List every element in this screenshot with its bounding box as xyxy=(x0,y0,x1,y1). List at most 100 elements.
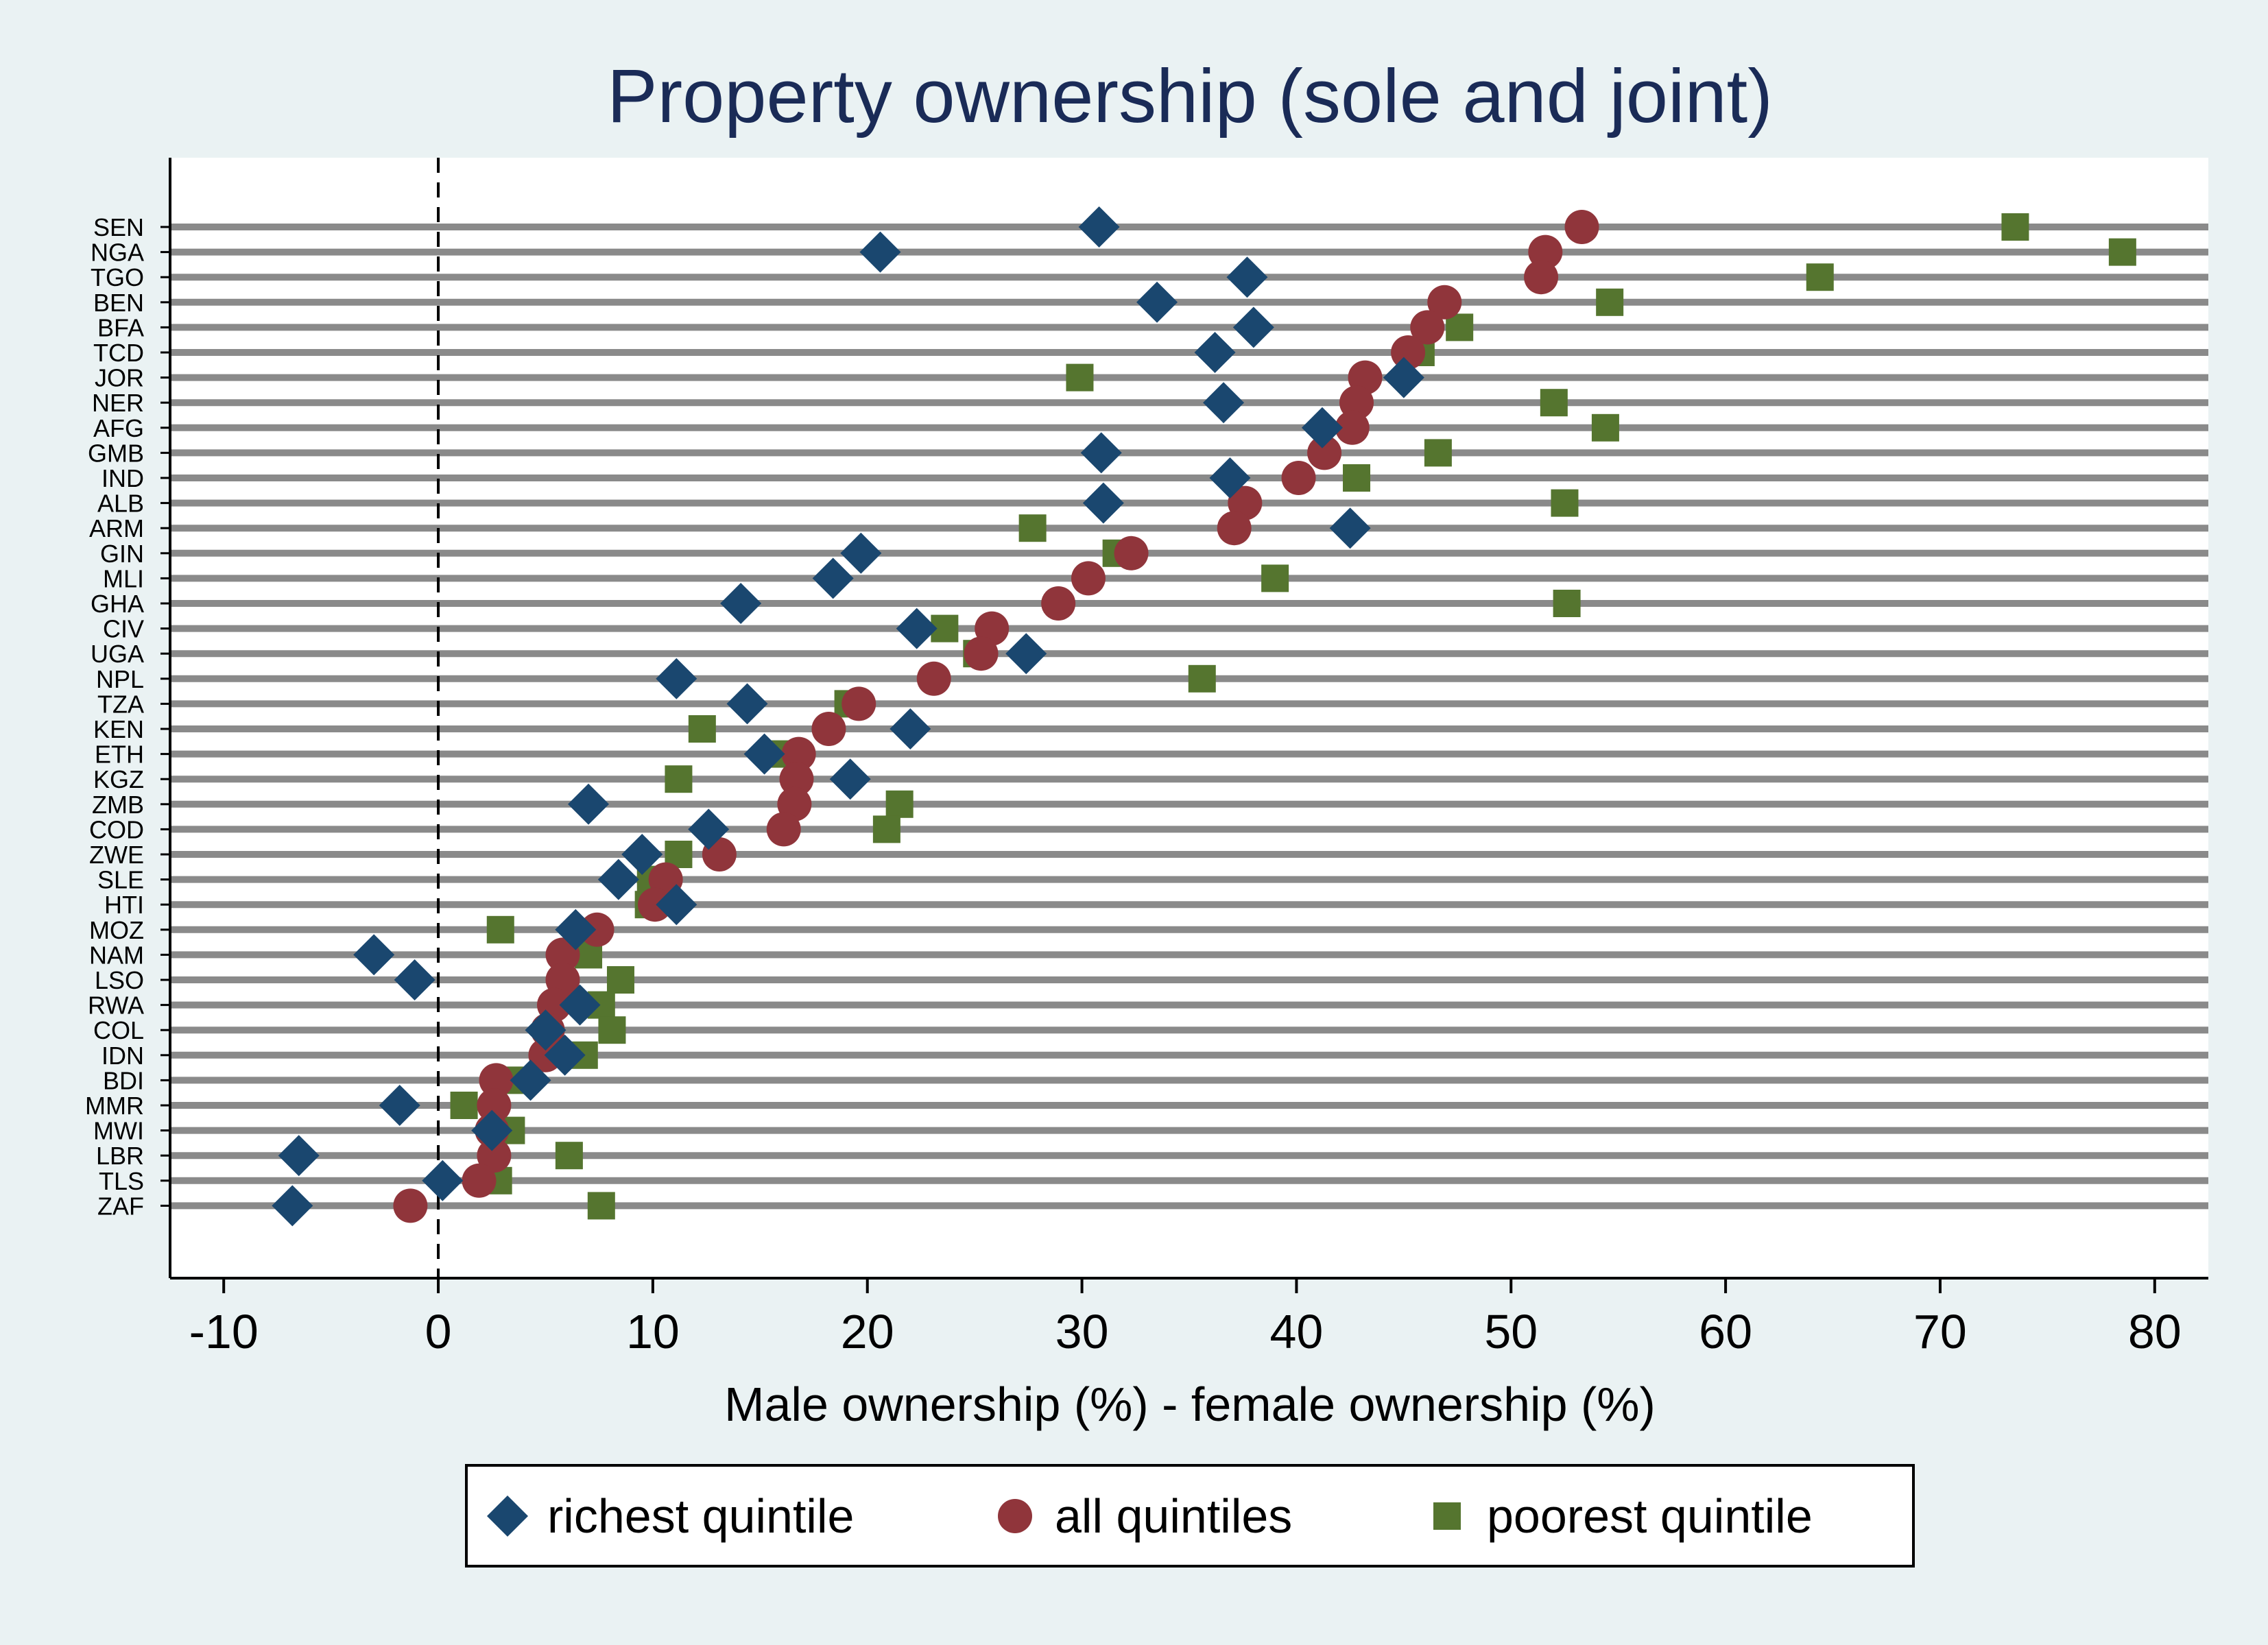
square-point xyxy=(665,765,693,793)
diamond-point xyxy=(890,708,931,749)
diamond-point xyxy=(568,783,610,825)
y-tick-label: MWI xyxy=(93,1117,144,1145)
diamond-point xyxy=(1203,382,1245,424)
chart-title: Property ownership (sole and joint) xyxy=(607,54,1773,139)
y-tick-label: TZA xyxy=(97,690,144,718)
diamond-point xyxy=(353,934,395,976)
square-point xyxy=(885,790,914,818)
square-point xyxy=(1540,389,1568,417)
y-tick-label: GMB xyxy=(88,439,144,467)
diamond-point xyxy=(1005,633,1047,675)
y-tick-label: RWA xyxy=(88,992,144,1020)
diamond-point xyxy=(743,733,785,775)
square-point xyxy=(587,1192,615,1220)
y-tick-label: NPL xyxy=(96,665,144,693)
y-tick-label: ARM xyxy=(89,514,144,542)
square-point xyxy=(2108,238,2136,266)
y-tick-label: COL xyxy=(93,1016,144,1044)
x-ticks: -10 0 10 20 30 40 50 60 70 80 xyxy=(189,1278,2182,1358)
diamond-point xyxy=(1383,357,1424,398)
diamond-point xyxy=(656,658,697,699)
diamond-point xyxy=(544,1034,586,1076)
diamond-point xyxy=(394,959,435,1000)
y-tick-label: TLS xyxy=(99,1167,144,1195)
y-tick-label: TCD xyxy=(93,339,144,367)
legend-diamond-marker xyxy=(487,1496,528,1537)
diamond-point xyxy=(278,1135,320,1177)
legend: richest quintile all quintiles poorest qui… xyxy=(465,1464,1915,1568)
legend-label: richest quintile xyxy=(547,1489,854,1543)
circle-point xyxy=(393,1188,428,1223)
circle-point xyxy=(1281,461,1316,495)
legend-label: poorest quintile xyxy=(1487,1489,1813,1543)
square-point xyxy=(688,715,716,743)
y-tick-label: ZMB xyxy=(92,791,144,819)
diamond-point xyxy=(1194,332,1236,373)
y-tick-label: LSO xyxy=(95,966,144,994)
square-point xyxy=(1066,363,1094,392)
y-tick-label: MOZ xyxy=(89,916,144,944)
square-point xyxy=(1018,514,1047,542)
circle-point xyxy=(1564,210,1599,244)
y-tick-label: JOR xyxy=(95,364,144,392)
circle-point xyxy=(766,812,801,847)
y-tick-label: AFG xyxy=(93,414,144,442)
diamond-point xyxy=(379,1085,420,1126)
circle-point xyxy=(1114,536,1149,571)
x-tick-label: 20 xyxy=(841,1305,894,1358)
legend-box xyxy=(465,1464,1915,1568)
circle-point xyxy=(779,762,814,797)
circle-point xyxy=(477,1138,512,1173)
diamond-point xyxy=(1078,206,1120,248)
diamond-point xyxy=(812,557,854,599)
y-tick-label: LBR xyxy=(96,1142,144,1170)
diamond-point xyxy=(555,909,597,950)
data-marks xyxy=(272,206,2136,1227)
circle-point xyxy=(1524,260,1559,295)
legend-circle-marker xyxy=(998,1499,1032,1533)
diamond-point xyxy=(840,532,882,574)
square-point xyxy=(606,966,634,994)
diamond-point xyxy=(597,858,639,900)
x-tick-label: 40 xyxy=(1269,1305,1323,1358)
square-point xyxy=(486,915,514,944)
square-point xyxy=(1188,664,1216,693)
diamond-point xyxy=(726,683,768,725)
y-tick-label: BFA xyxy=(97,313,144,341)
x-tick-label: 10 xyxy=(626,1305,680,1358)
circle-point xyxy=(1391,335,1426,370)
circle-point xyxy=(1041,586,1076,621)
y-tick-label: GHA xyxy=(91,590,144,618)
square-point xyxy=(1596,288,1624,316)
y-tick-label: KGZ xyxy=(93,765,144,793)
circle-point xyxy=(545,937,580,972)
diamond-point xyxy=(510,1059,551,1101)
y-tick-label: KEN xyxy=(93,715,144,743)
diamond-point xyxy=(1232,307,1274,348)
y-tick-label: NGA xyxy=(91,239,144,267)
circle-point xyxy=(580,912,614,947)
y-tick-label: GIN xyxy=(100,540,144,568)
circle-point xyxy=(964,636,999,671)
circle-point xyxy=(1071,561,1106,596)
y-tick-label: ETH xyxy=(95,741,144,769)
square-point xyxy=(598,1016,626,1044)
y-tick-label: CIV xyxy=(103,615,144,643)
diamond-point xyxy=(525,1009,566,1051)
x-tick-label: -10 xyxy=(189,1305,259,1358)
square-point xyxy=(1424,439,1452,467)
diamond-point xyxy=(1080,432,1122,474)
diamond-point xyxy=(621,834,663,875)
series-all-quintiles xyxy=(393,210,1599,1223)
circle-point xyxy=(811,712,846,746)
axes xyxy=(169,158,2208,1280)
circle-point xyxy=(1410,310,1445,345)
circle-point xyxy=(1427,285,1462,320)
diamond-point xyxy=(859,231,901,273)
circle-point xyxy=(462,1163,497,1198)
diamond-point xyxy=(1329,507,1371,549)
y-tick-label: HTI xyxy=(104,891,144,919)
square-point xyxy=(1806,263,1834,291)
legend-label: all quintiles xyxy=(1055,1489,1292,1543)
